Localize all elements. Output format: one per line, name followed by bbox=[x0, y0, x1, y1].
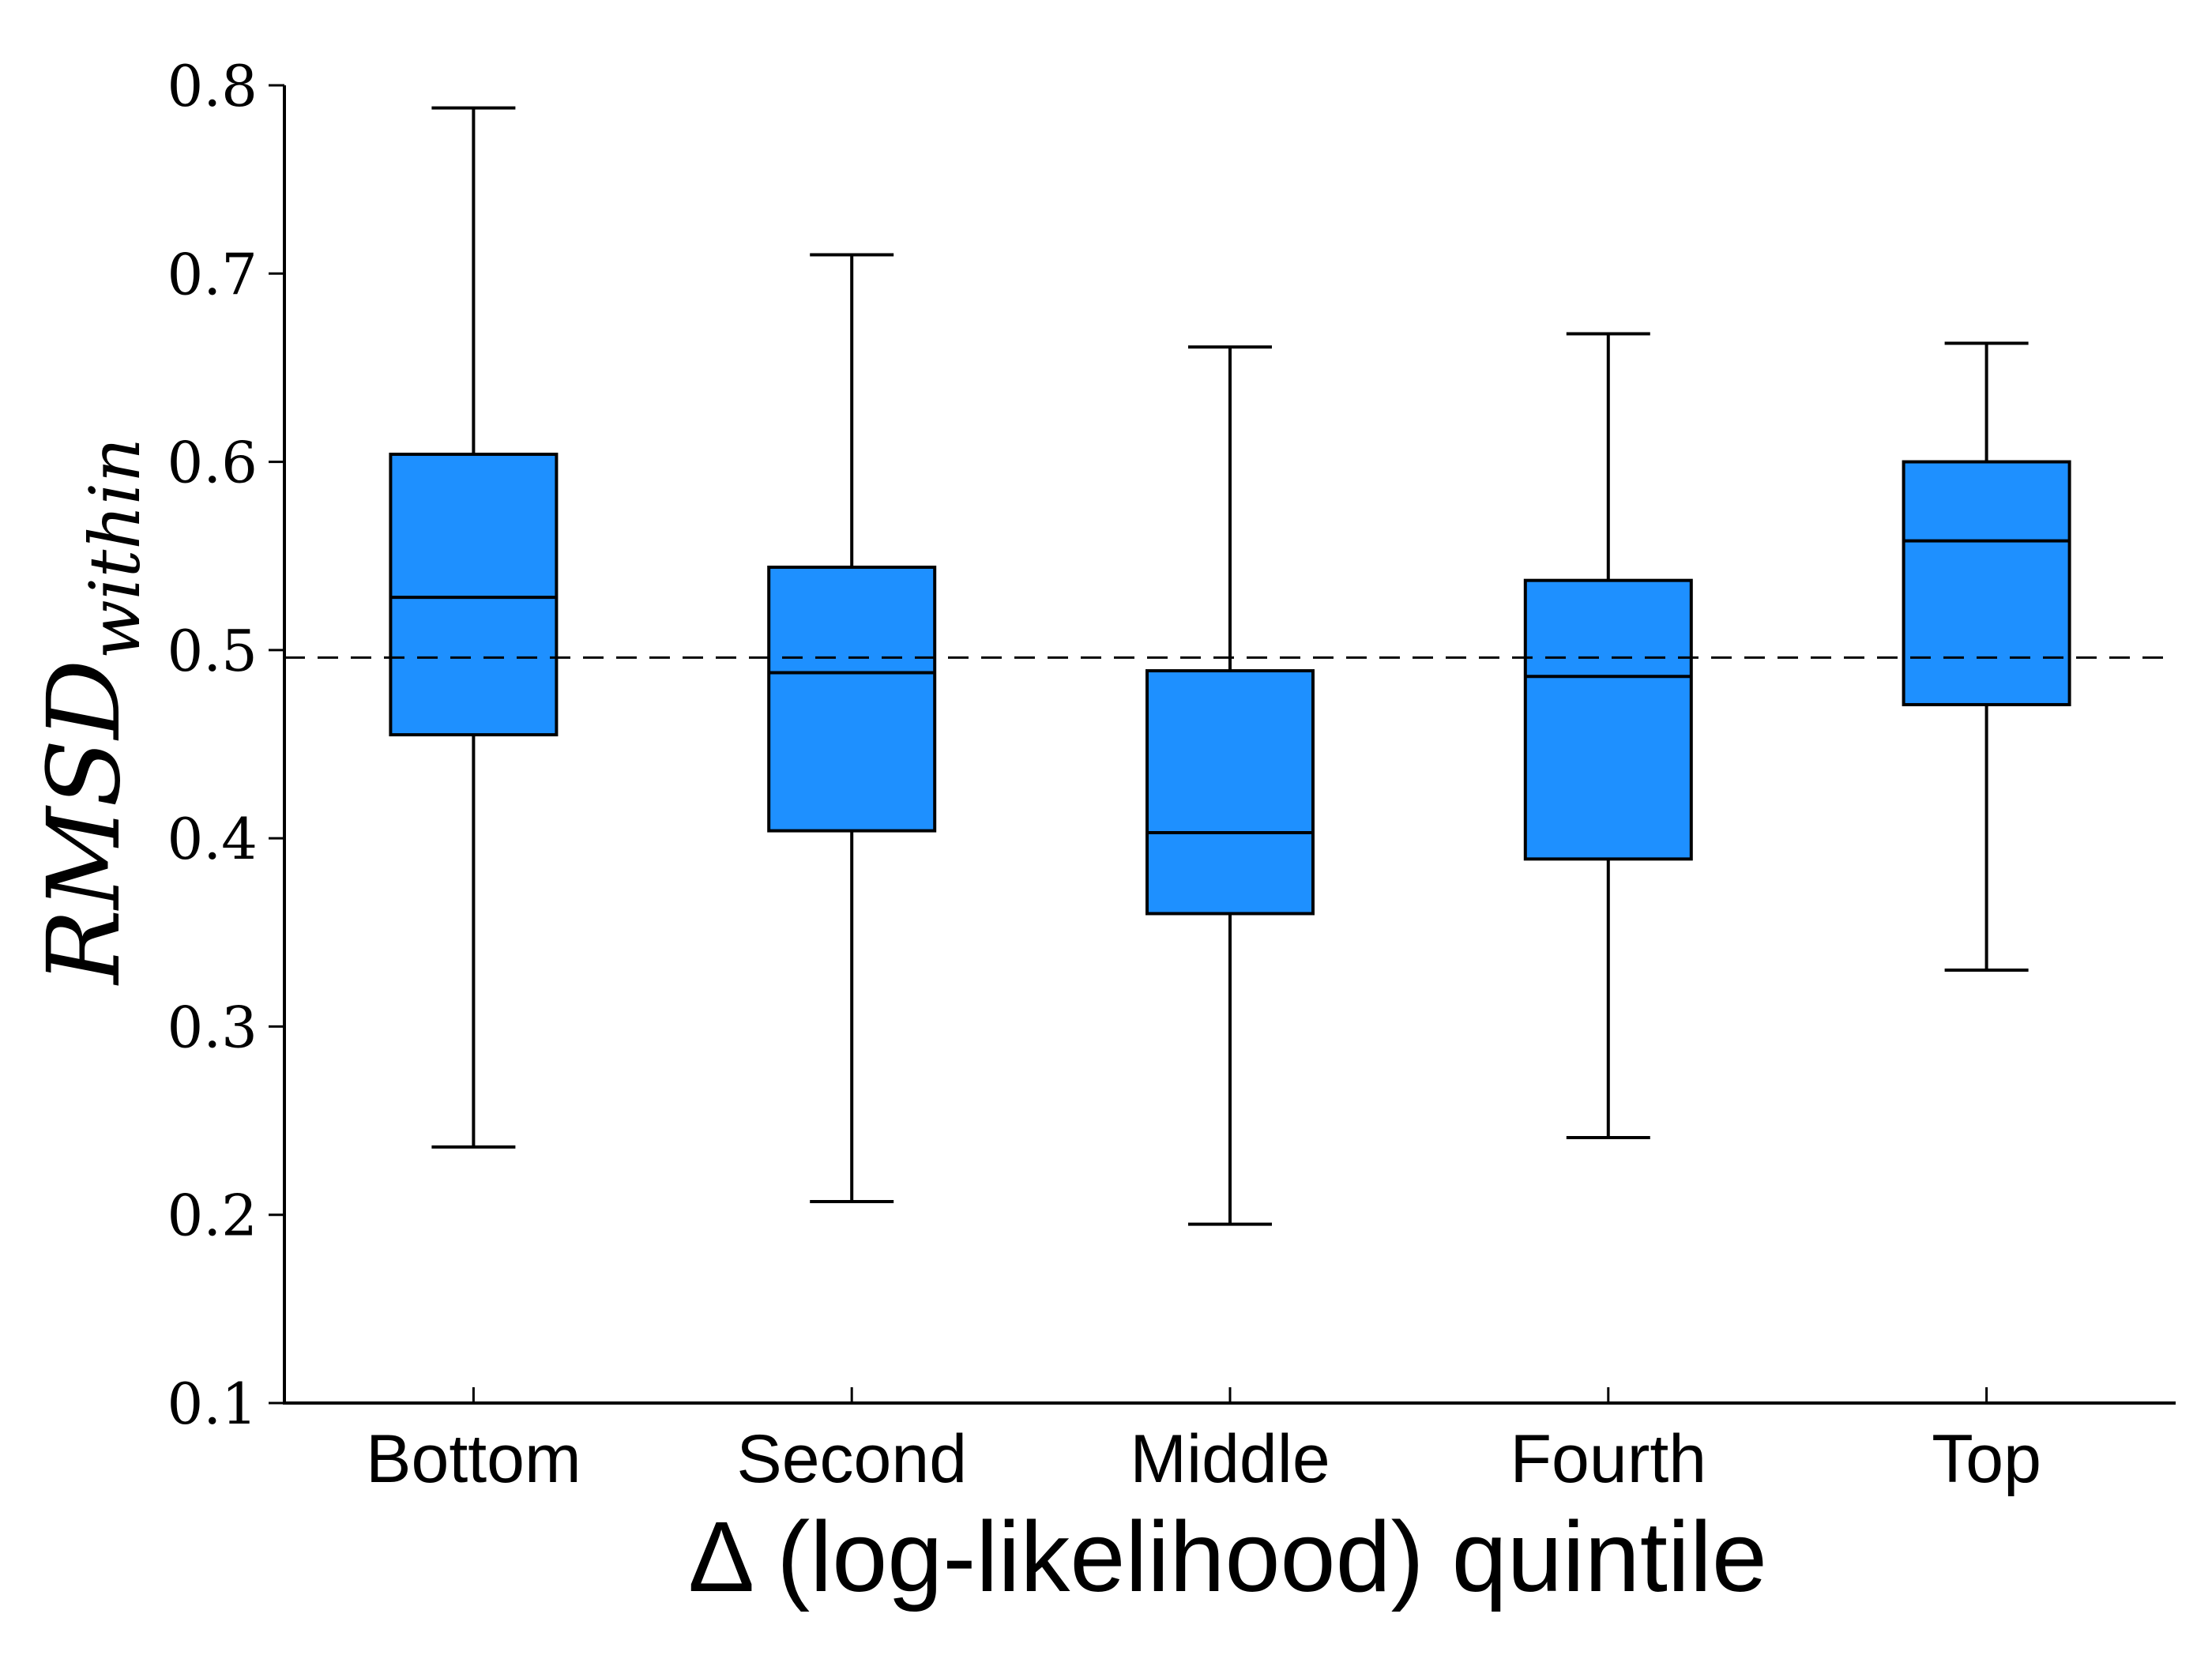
y-ticks: 0.1 0.2 0.3 0.4 0.5 0.6 0.7 0.8 bbox=[167, 53, 284, 1437]
x-tick-label: Top bbox=[1932, 1421, 2041, 1497]
y-tick-label: 0.3 bbox=[167, 994, 258, 1060]
y-tick-label: 0.7 bbox=[167, 241, 258, 307]
x-tick-label: Middle bbox=[1130, 1421, 1330, 1497]
y-tick-label: 0.8 bbox=[167, 53, 258, 119]
y-tick-label: 0.5 bbox=[167, 618, 258, 684]
box-second bbox=[767, 253, 937, 1204]
x-tick-label: Second bbox=[736, 1421, 967, 1497]
iqr-box bbox=[767, 566, 937, 833]
iqr-box bbox=[1902, 460, 2071, 706]
box-top bbox=[1902, 341, 2071, 972]
y-tick-label: 0.1 bbox=[167, 1371, 258, 1437]
boxes-layer bbox=[389, 106, 2071, 1226]
x-ticks: Bottom Second Middle Fourth Top bbox=[366, 1387, 2041, 1497]
iqr-box bbox=[1523, 578, 1693, 861]
y-axis-label-subscript: within bbox=[74, 438, 156, 659]
svg-text:RMSDwithin: RMSDwithin bbox=[26, 438, 156, 986]
box-bottom bbox=[389, 106, 559, 1149]
x-tick-label: Bottom bbox=[366, 1421, 581, 1497]
iqr-box bbox=[389, 453, 559, 737]
y-axis-label-main: RMSD bbox=[26, 660, 142, 986]
y-tick-label: 0.6 bbox=[167, 430, 258, 496]
y-tick-label: 0.4 bbox=[167, 806, 258, 872]
x-axis-label: Δ (log-likelihood) quintile bbox=[688, 1501, 1767, 1612]
y-axis-label: RMSDwithin bbox=[26, 438, 156, 986]
box-middle bbox=[1146, 345, 1315, 1226]
box-fourth bbox=[1523, 332, 1693, 1140]
x-tick-label: Fourth bbox=[1510, 1421, 1707, 1497]
iqr-box bbox=[1146, 669, 1315, 916]
y-tick-label: 0.2 bbox=[167, 1183, 258, 1249]
